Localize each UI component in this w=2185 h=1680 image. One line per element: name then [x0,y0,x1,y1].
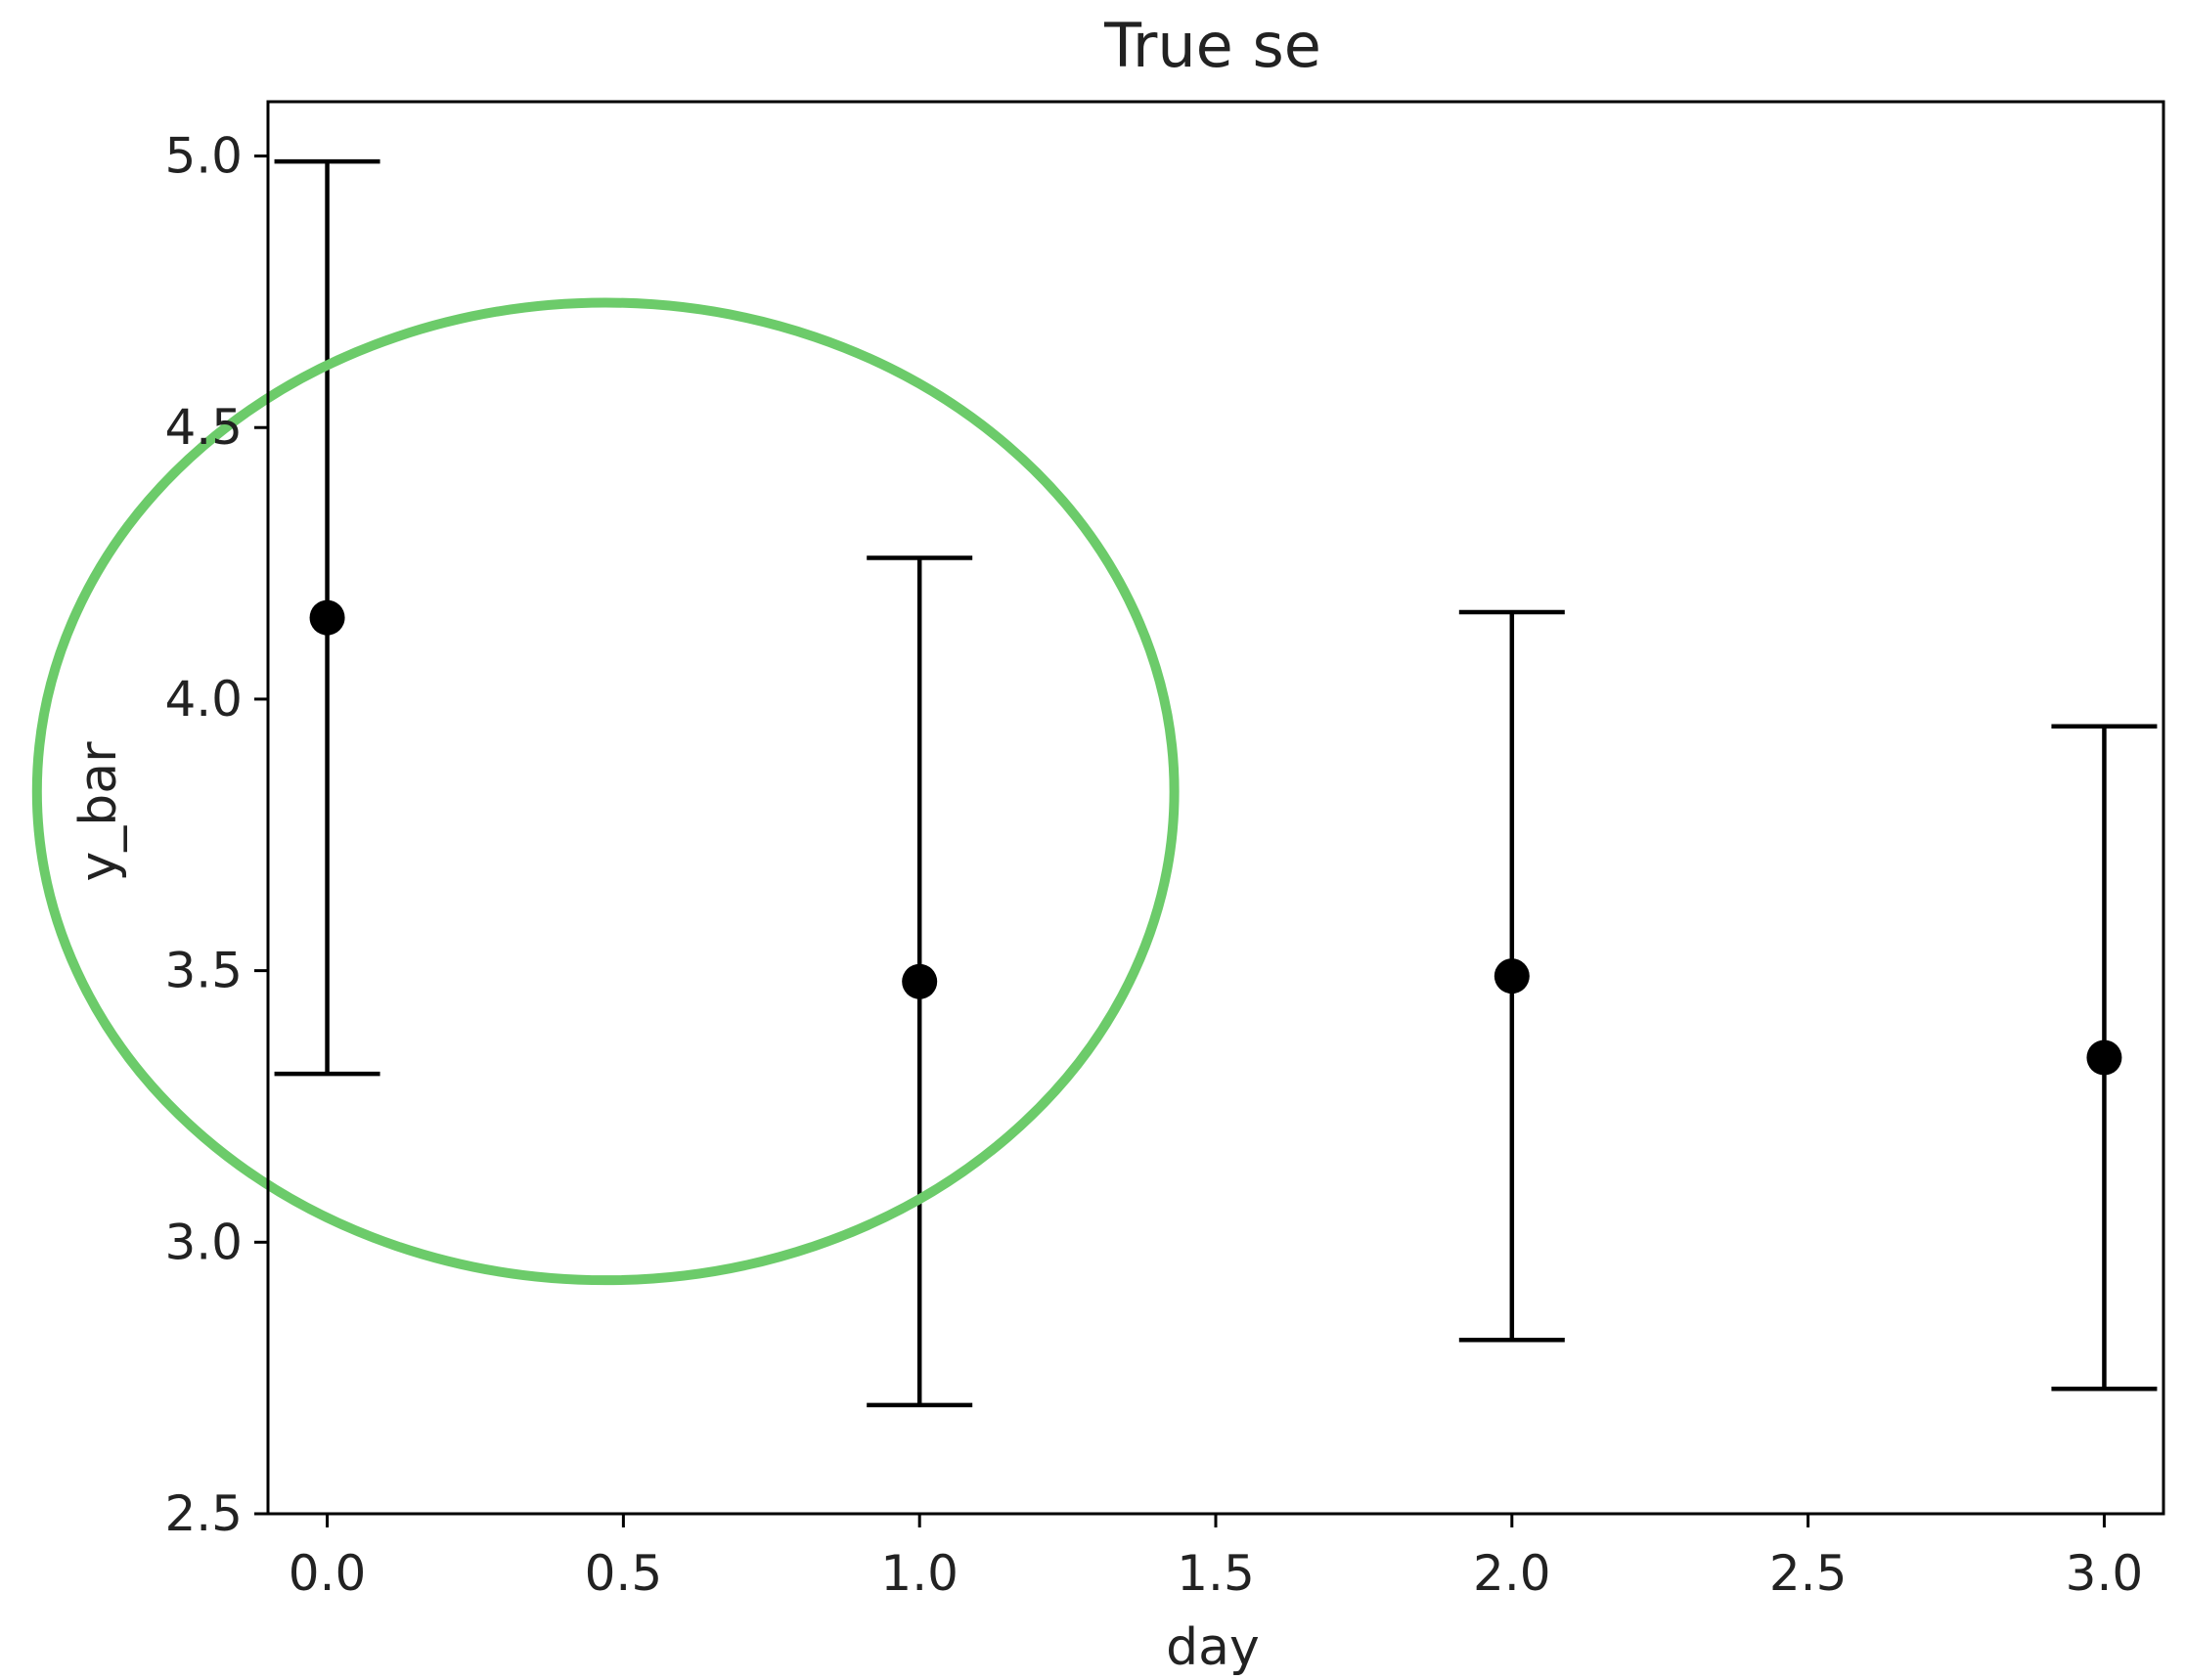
annotation-ellipse [31,297,1180,1286]
x-tick-label: 2.5 [1769,1545,1848,1602]
y-axis-label: y_bar [69,741,128,882]
x-tick-label: 3.0 [2066,1545,2144,1602]
data-point [1494,958,1530,995]
axes: 0.0 0.5 1.0 1.5 2.0 2.5 3.0 2.5 3.0 3.5 4.0 4.5 5.0 [164,100,2165,1602]
x-tick-label: 2.0 [1473,1545,1551,1602]
y-tick-label: 5.0 [164,128,243,185]
x-axis-label: day [1166,1618,1260,1676]
data-point [309,599,345,636]
x-tick-label: 1.0 [880,1545,959,1602]
x-tick-label: 0.5 [585,1545,663,1602]
y-tick-label: 3.5 [164,943,243,999]
plot-area [31,158,2158,1408]
y-tick-label: 2.5 [164,1485,243,1542]
x-tick-label: 0.0 [289,1545,367,1602]
chart-title: True se [1103,10,1321,81]
y-tick-label: 3.0 [164,1214,243,1270]
plot-frame [266,100,2165,1516]
data-point [902,963,938,999]
data-point [2086,1039,2122,1076]
x-tick-label: 1.5 [1177,1545,1255,1602]
y-tick-label: 4.0 [164,671,243,728]
y-tick-label: 4.5 [164,399,243,456]
